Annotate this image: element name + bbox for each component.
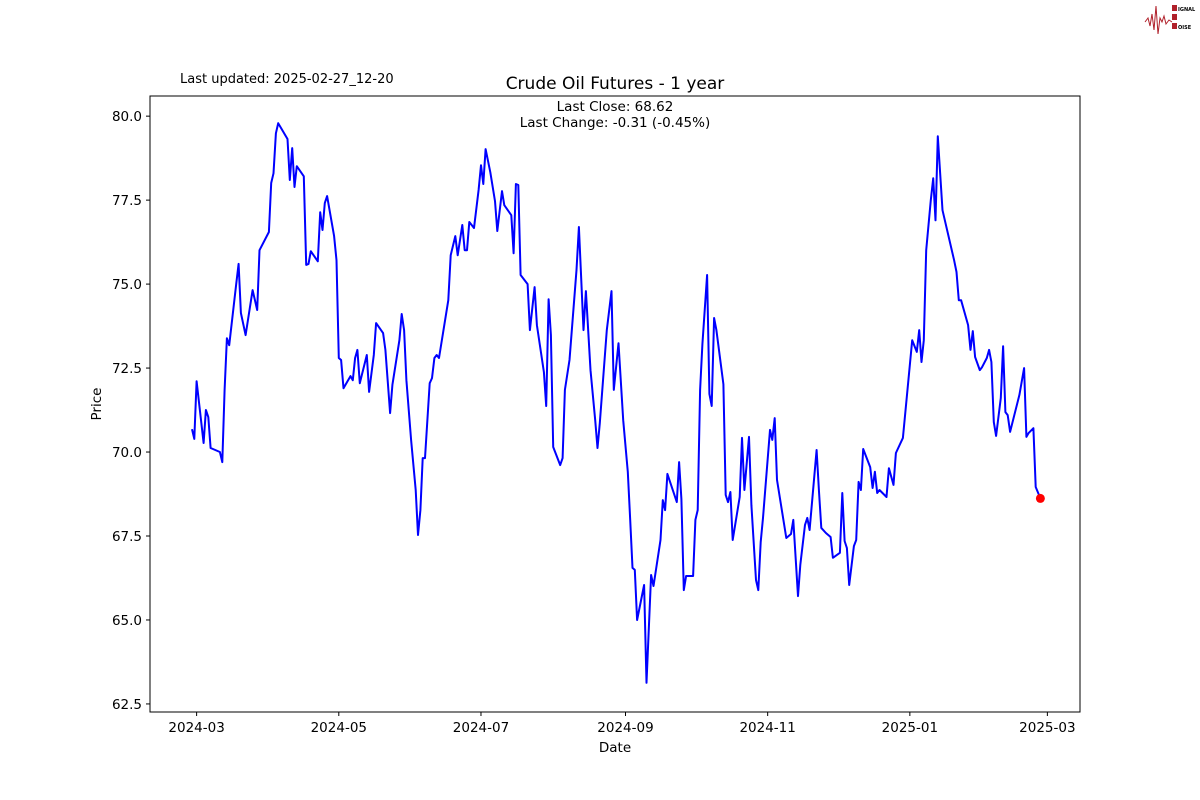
x-tick-label: 2024-07	[453, 720, 509, 736]
last-change-annotation: Last Change: -0.31 (-0.45%)	[520, 115, 710, 131]
svg-text:OISE: OISE	[1178, 25, 1192, 31]
chart-title: Crude Oil Futures - 1 year	[506, 74, 725, 94]
y-tick-label: 80.0	[112, 109, 142, 125]
logo-waveform-icon	[1144, 5, 1173, 35]
svg-text:IGNAL: IGNAL	[1178, 7, 1196, 13]
x-tick-label: 2024-11	[739, 720, 795, 736]
y-tick-label: 65.0	[112, 613, 142, 629]
signal2noise-logo: IGNAL OISE	[1144, 5, 1196, 35]
y-tick-label: 72.5	[112, 361, 142, 377]
last-close-marker	[1035, 493, 1045, 503]
x-tick-label: 2024-05	[311, 720, 367, 736]
x-tick-label: 2025-01	[882, 720, 938, 736]
y-tick-label: 67.5	[112, 529, 142, 545]
price-series-line	[191, 122, 1042, 684]
x-axis-label: Date	[599, 740, 631, 756]
y-tick-label: 75.0	[112, 277, 142, 293]
y-tick-label: 62.5	[112, 697, 142, 713]
y-tick-label: 70.0	[112, 445, 142, 461]
last-updated-label: Last updated: 2025-02-27_12-20	[180, 72, 394, 87]
axes-frame	[149, 95, 1081, 713]
last-close-annotation: Last Close: 68.62	[557, 99, 674, 115]
y-axis-label: Price	[89, 388, 105, 421]
y-tick-label: 77.5	[112, 193, 142, 209]
x-tick-label: 2024-03	[168, 720, 224, 736]
x-tick-label: 2024-09	[597, 720, 653, 736]
x-tick-label: 2025-03	[1019, 720, 1075, 736]
